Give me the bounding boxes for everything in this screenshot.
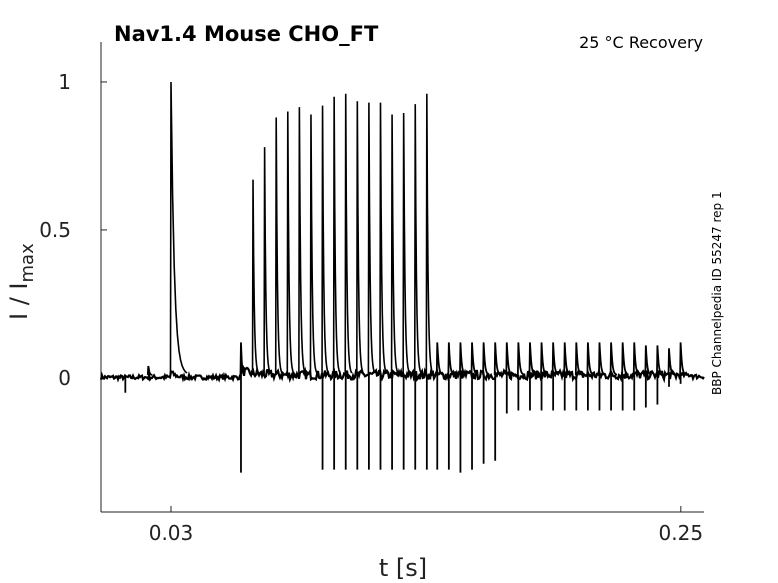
late-pulses-peak <box>528 342 537 376</box>
recovery-test-pulses-peak <box>425 93 434 375</box>
recovery-test-pulses-peak <box>356 101 365 375</box>
recovery-test-pulses-peak <box>298 107 307 375</box>
y-axis-label: I / Imax <box>5 243 38 320</box>
y-axis-label-sub: max <box>17 243 38 283</box>
artifacts-peak <box>239 342 246 376</box>
late-pulses-peak <box>586 342 595 376</box>
recovery-test-pulses-peak <box>286 111 295 375</box>
y-tick-label: 1 <box>58 70 71 94</box>
late-pulses-peak <box>505 342 513 376</box>
late-pulses-peak <box>459 342 467 376</box>
recovery-test-pulses-peak <box>274 117 283 375</box>
late-pulses-peak <box>493 342 502 376</box>
late-pulses-peak <box>482 342 490 376</box>
recovery-test-pulses-peak <box>309 114 318 375</box>
y-tick-label: 0 <box>58 366 71 390</box>
late-pulses-peak <box>447 342 455 376</box>
recovery-test-pulses-peak <box>251 179 260 375</box>
late-pulses-peak <box>540 342 548 376</box>
recovery-test-pulses-peak <box>390 114 399 375</box>
late-pulses-peak <box>667 348 676 376</box>
late-pulses-peak <box>644 345 652 376</box>
late-pulses-peak <box>563 342 571 376</box>
late-pulses-peak <box>516 342 525 376</box>
chart-title: Nav1.4 Mouse CHO_FT <box>114 22 379 46</box>
artifacts-peak <box>146 365 153 376</box>
recovery-test-pulses-peak <box>321 105 330 375</box>
y-tick-label: 0.5 <box>39 218 71 242</box>
condition-label: 25 °C Recovery <box>579 33 703 52</box>
late-pulses-peak <box>598 342 606 376</box>
late-pulses-peak <box>574 342 583 376</box>
recovery-test-pulses-peak <box>263 147 272 375</box>
recovery-test-pulses-peak <box>402 113 411 375</box>
x-tick-label: 0.03 <box>149 521 194 545</box>
prepulse-peak <box>169 81 188 375</box>
late-pulses-peak <box>609 342 618 376</box>
x-tick-label: 0.25 <box>659 521 704 545</box>
source-label: BBP Channelpedia ID 55247 rep 1 <box>710 191 724 395</box>
recovery-test-pulses-peak <box>332 96 341 375</box>
late-pulses-peak <box>679 342 687 376</box>
x-axis-label: t [s] <box>379 554 427 582</box>
late-pulses-peak <box>632 342 641 376</box>
recovery-test-pulses-peak <box>344 93 353 375</box>
recovery-test-pulses-peak <box>367 102 376 375</box>
y-axis-label-main: I / I <box>5 283 33 321</box>
late-pulses-peak <box>551 342 560 376</box>
recovery-test-pulses-peak <box>379 102 388 375</box>
late-pulses-peak <box>435 342 444 376</box>
late-pulses-peak <box>470 342 479 376</box>
recovery-test-pulses-peak <box>413 104 422 375</box>
late-pulses-peak <box>656 345 664 376</box>
late-pulses-peak <box>621 342 629 376</box>
